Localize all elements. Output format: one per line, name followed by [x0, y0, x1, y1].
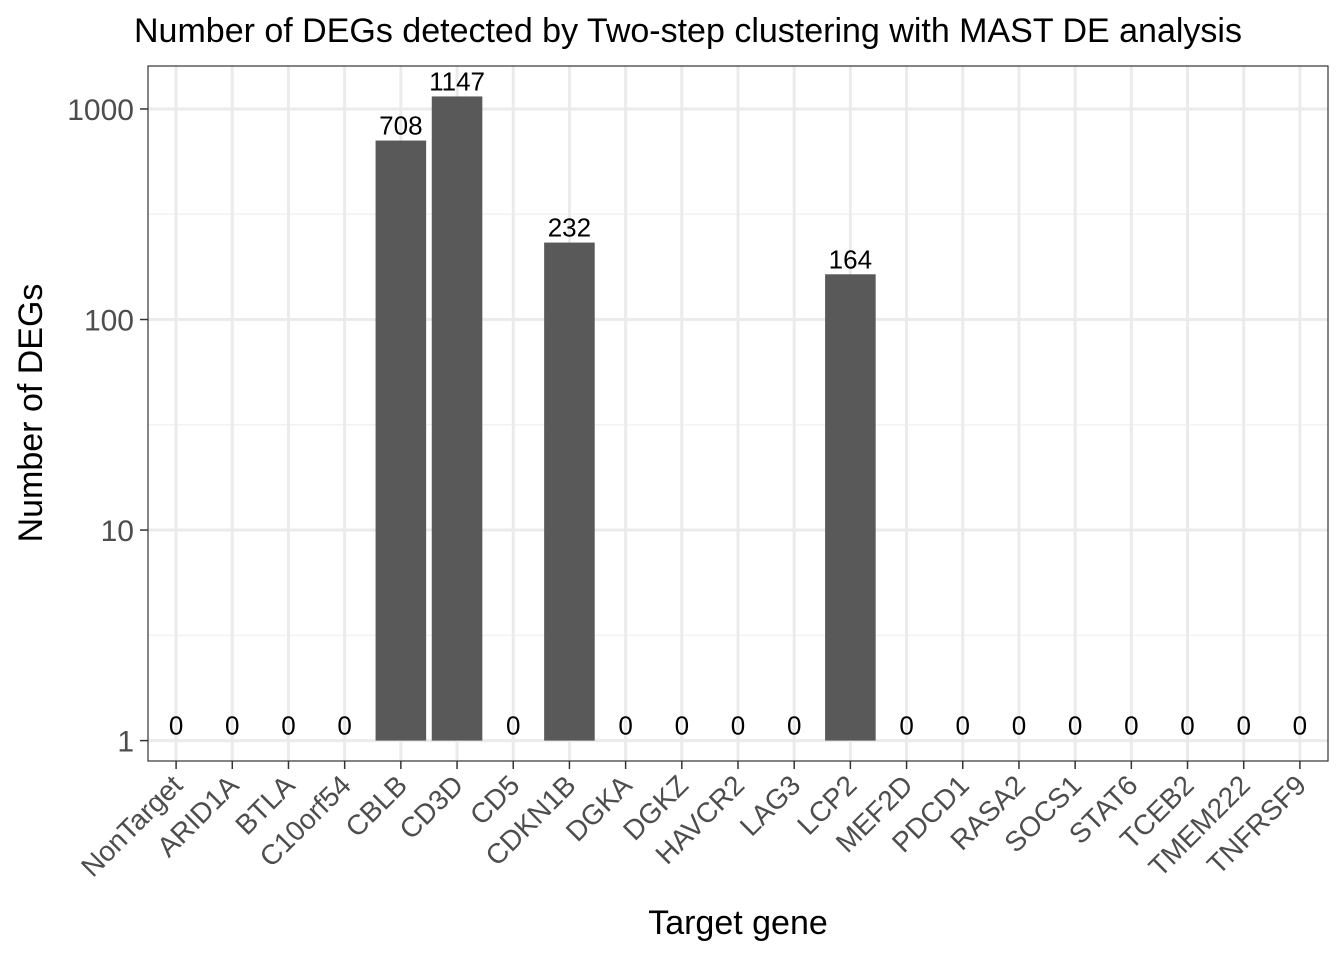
bar-CDKN1B [544, 242, 595, 741]
y-tick-label: 1 [117, 726, 134, 759]
data-label-PDCD1: 0 [956, 711, 970, 741]
data-label-LAG3: 0 [787, 711, 801, 741]
data-label-DGKZ: 0 [675, 711, 689, 741]
data-label-SOCS1: 0 [1068, 711, 1082, 741]
x-tick-label: CD3D [393, 769, 469, 845]
data-label-CDKN1B: 232 [548, 213, 591, 243]
x-axis: NonTargetARID1ABTLAC10orf54CBLBCD3DCD5CD… [75, 761, 1312, 883]
data-label-STAT6: 0 [1124, 711, 1138, 741]
x-tick-label: LAG3 [734, 769, 807, 842]
data-label-DGKA: 0 [618, 711, 632, 741]
y-axis: 1 10 100 1000 [67, 94, 148, 759]
data-label-TMEM222: 0 [1236, 711, 1250, 741]
bar-CD3D [431, 96, 483, 741]
x-axis-title: Target gene [648, 904, 828, 942]
data-label-BTLA: 0 [281, 711, 295, 741]
data-label-TCEB2: 0 [1180, 711, 1194, 741]
chart-title: Number of DEGs detected by Two-step clus… [134, 12, 1242, 50]
data-label-C10orf54: 0 [337, 711, 351, 741]
y-axis-title: Number of DEGs [12, 284, 50, 543]
data-label-NonTarget: 0 [169, 711, 183, 741]
x-tick-label: DGKA [560, 769, 638, 847]
y-tick-label: 10 [101, 515, 134, 548]
data-label-MEF2D: 0 [899, 711, 913, 741]
y-tick-label: 100 [84, 305, 134, 338]
bar-CBLB [375, 140, 427, 741]
data-label-TNFRSF9: 0 [1293, 711, 1307, 741]
data-label-ARID1A: 0 [225, 711, 239, 741]
bar-LCP2 [825, 274, 876, 741]
data-label-HAVCR2: 0 [731, 711, 745, 741]
data-label-CD5: 0 [506, 711, 520, 741]
bars [375, 96, 876, 741]
y-tick-label: 1000 [67, 94, 134, 127]
data-label-CD3D: 1147 [429, 66, 485, 96]
data-label-RASA2: 0 [1012, 711, 1026, 741]
data-label-LCP2: 164 [829, 244, 872, 274]
data-label-CBLB: 708 [379, 111, 422, 141]
